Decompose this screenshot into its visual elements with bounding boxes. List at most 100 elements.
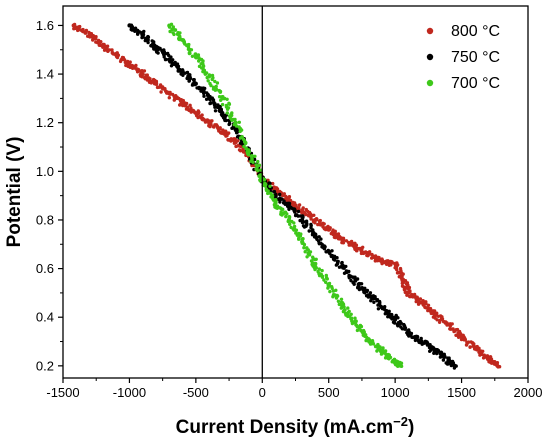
- scatter-dot: [296, 209, 301, 214]
- scatter-dot: [237, 120, 241, 125]
- data-point: [393, 317, 398, 322]
- scatter-dot: [233, 117, 237, 122]
- scatter-dot: [97, 43, 102, 47]
- data-point: [140, 33, 145, 38]
- scatter-dot: [317, 219, 322, 224]
- scatter-dot: [414, 297, 418, 301]
- scatter-dot: [347, 269, 351, 274]
- scatter-dot: [330, 286, 334, 291]
- scatter-dot: [218, 89, 223, 94]
- scatter-dot: [332, 293, 336, 297]
- data-point: [340, 237, 344, 242]
- data-points: [71, 22, 502, 370]
- scatter-dot: [257, 163, 262, 167]
- scatter-dot: [375, 299, 379, 303]
- scatter-dot: [225, 97, 229, 102]
- scatter-dot: [110, 51, 115, 55]
- scatter-dot: [84, 28, 89, 33]
- scatter-dot: [311, 257, 315, 261]
- scatter-dot: [181, 73, 185, 78]
- scatter-dot: [416, 299, 420, 304]
- scatter-dot: [256, 159, 260, 164]
- scatter-dot: [213, 79, 217, 84]
- data-point: [140, 72, 145, 77]
- scatter-dot: [201, 89, 205, 93]
- scatter-dot: [490, 361, 494, 365]
- scatter-dot: [388, 312, 392, 316]
- scatter-dot: [292, 224, 297, 229]
- scatter-dot: [376, 347, 380, 352]
- scatter-dot: [217, 95, 222, 99]
- scatter-dot: [208, 101, 212, 106]
- scatter-dot: [172, 32, 176, 37]
- scatter-dot: [288, 222, 292, 226]
- scatter-dot: [185, 105, 190, 109]
- scatter-dot: [407, 285, 412, 290]
- y-tick-label: 1.4: [36, 67, 54, 82]
- scatter-dot: [477, 346, 481, 350]
- scatter-dot: [238, 136, 243, 140]
- data-point: [379, 349, 384, 354]
- data-point: [167, 23, 172, 28]
- scatter-dot: [264, 182, 268, 187]
- scatter-dot: [395, 267, 399, 272]
- scatter-dot: [115, 55, 120, 60]
- scatter-dot: [418, 297, 423, 301]
- scatter-dot: [330, 249, 334, 253]
- scatter-dot: [213, 105, 217, 109]
- data-point: [366, 337, 371, 342]
- scatter-dot: [403, 326, 408, 330]
- scatter-dot: [281, 207, 285, 211]
- y-tick-label: 0.6: [36, 261, 54, 276]
- data-point: [300, 208, 305, 213]
- scatter-dot: [445, 362, 450, 366]
- scatter-dot: [188, 103, 192, 108]
- scatter-dot: [215, 81, 220, 85]
- scatter-dot: [359, 282, 364, 286]
- scatter-dot: [344, 270, 348, 274]
- scatter-dot: [302, 225, 307, 229]
- scatter-dot: [130, 63, 134, 68]
- scatter-dot: [355, 248, 359, 253]
- scatter-dot: [339, 297, 344, 301]
- y-tick-label: 0.8: [36, 212, 54, 227]
- data-point: [433, 312, 437, 317]
- legend-item-800: 800 °C: [426, 23, 500, 40]
- scatter-dot: [278, 206, 282, 210]
- scatter-dot: [312, 213, 316, 217]
- data-point: [313, 218, 318, 222]
- y-axis-title: Potential (V): [4, 137, 25, 248]
- legend-marker-700: [426, 79, 434, 87]
- scatter-dot: [191, 108, 195, 113]
- scatter-dot: [452, 329, 456, 334]
- scatter-dot: [251, 160, 255, 164]
- data-point: [71, 23, 76, 28]
- data-point: [220, 111, 225, 115]
- scatter-dot: [130, 66, 135, 71]
- data-point: [446, 359, 451, 363]
- scatter-dot: [451, 327, 455, 331]
- scatter-dot: [325, 277, 329, 281]
- scatter-dot: [439, 353, 443, 358]
- scatter-dot: [220, 102, 225, 107]
- data-point: [459, 334, 464, 339]
- scatter-dot: [292, 221, 296, 225]
- data-point: [406, 329, 411, 334]
- data-point: [353, 278, 358, 283]
- data-point: [406, 290, 411, 295]
- scatter-dot: [208, 124, 212, 129]
- scatter-dot: [94, 36, 98, 41]
- scatter-dot: [365, 290, 369, 294]
- scatter-dot: [333, 229, 337, 233]
- scatter-dot: [424, 306, 428, 310]
- scatter-dot: [396, 324, 400, 328]
- scatter-dot: [307, 229, 311, 233]
- scatter-dot: [394, 265, 398, 269]
- data-point: [419, 300, 424, 305]
- scatter-dot: [379, 352, 384, 356]
- scatter-dot: [422, 341, 427, 345]
- data-point: [273, 200, 278, 205]
- scatter-dot: [205, 93, 210, 98]
- scatter-dot: [268, 184, 272, 188]
